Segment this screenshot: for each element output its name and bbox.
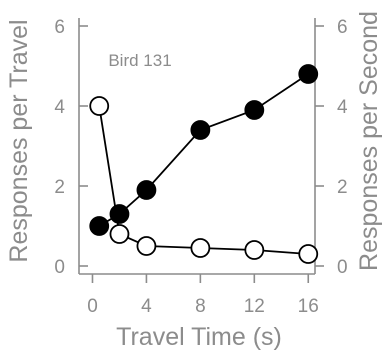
x-tick-label: 16 xyxy=(298,296,319,317)
series-2-point xyxy=(136,236,157,256)
series-1-line xyxy=(98,73,309,227)
series-2-point xyxy=(244,240,265,260)
series-layer xyxy=(89,64,319,264)
series-2-point xyxy=(109,224,130,244)
series-2-point xyxy=(298,244,319,264)
series-2-point xyxy=(190,238,211,258)
y-right-tick-label: 0 xyxy=(337,257,348,278)
y-axis-left-label: Responses per Travel xyxy=(5,19,33,262)
y-right-tick-label: 2 xyxy=(337,177,348,198)
series-1-point xyxy=(136,180,157,200)
y-left-tick-label: 6 xyxy=(54,17,65,38)
series-2-point xyxy=(89,96,110,116)
x-tick-label: 8 xyxy=(195,296,206,317)
y-left-tick-label: 4 xyxy=(54,97,65,118)
y-right-tick-label: 4 xyxy=(337,97,348,118)
y-left-tick-label: 2 xyxy=(54,177,65,198)
y-left-tick-label: 0 xyxy=(54,257,65,278)
x-axis-label: Travel Time (s) xyxy=(116,323,282,351)
x-tick-label: 0 xyxy=(87,296,98,317)
series-1-point xyxy=(244,100,265,120)
y-right-tick-label: 6 xyxy=(337,17,348,38)
series-1-point xyxy=(109,204,130,224)
series-1-point xyxy=(298,64,319,84)
x-tick-label: 4 xyxy=(141,296,152,317)
x-tick-label: 12 xyxy=(244,296,265,317)
series-1-point xyxy=(89,216,110,236)
series-1-point xyxy=(190,120,211,140)
chart-annotation: Bird 131 xyxy=(108,51,171,70)
y-axis-right-label: Responses per Second xyxy=(355,11,383,271)
axes-layer: 0 0 2 2 4 4 6 6 0 4 8 12 16 xyxy=(54,17,348,317)
